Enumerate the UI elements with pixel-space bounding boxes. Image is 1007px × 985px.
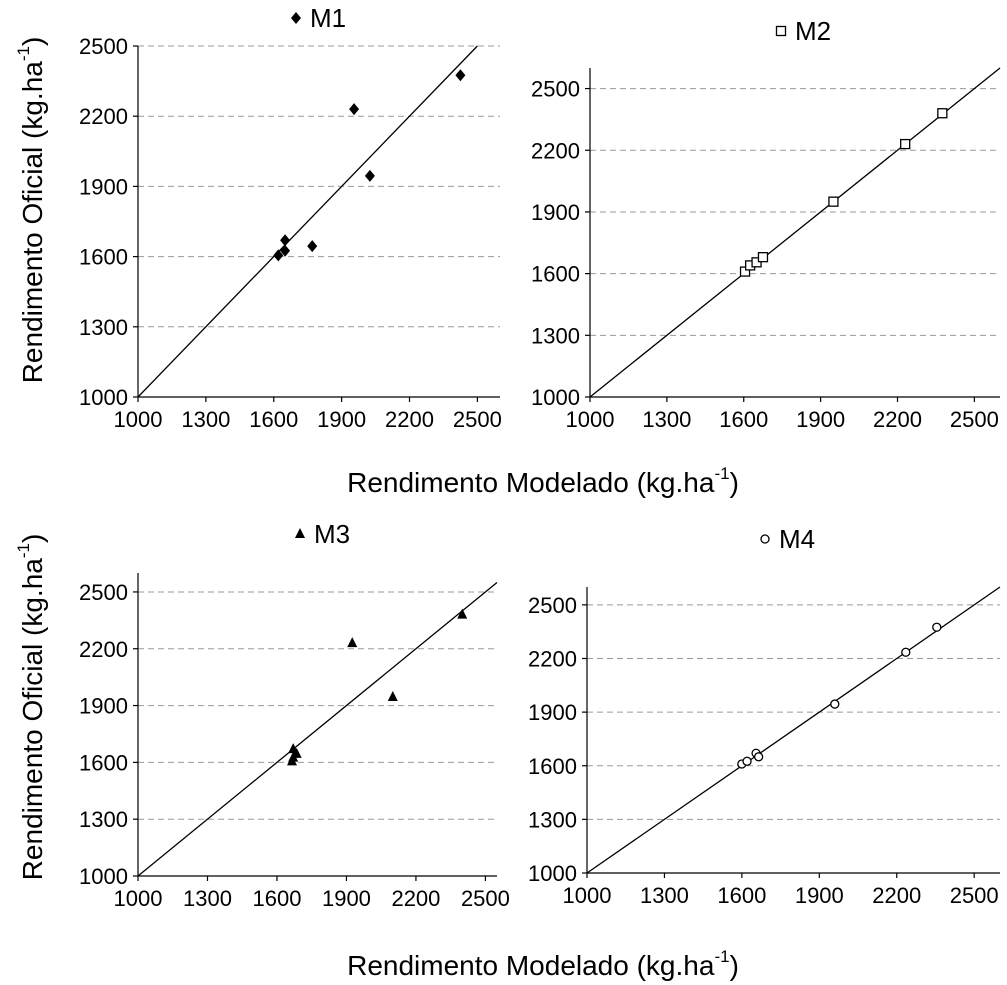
x-tick-label: 1300 <box>640 883 689 908</box>
y-tick-label: 1900 <box>528 700 577 725</box>
y-tick-label: 2200 <box>528 647 577 672</box>
y-tick-label: 2500 <box>531 77 580 102</box>
data-point <box>273 249 284 262</box>
data-point <box>347 637 358 648</box>
x-tick-label: 1600 <box>249 407 298 432</box>
x-tick-label: 2200 <box>873 407 922 432</box>
x-tick-label: 1000 <box>566 407 615 432</box>
legend-marker <box>295 528 305 538</box>
data-point <box>742 756 752 766</box>
data-point <box>280 234 291 247</box>
data-point <box>291 747 302 758</box>
x-axis-title-bottom: Rendimento Modelado (kg.ha-1) <box>347 947 739 981</box>
data-point <box>937 108 948 119</box>
y-tick-label: 1900 <box>79 694 128 719</box>
legend-label: M2 <box>795 16 831 46</box>
legend: M2 <box>775 16 831 46</box>
y-tick-label: 1000 <box>79 864 128 889</box>
x-tick-label: 1900 <box>317 407 366 432</box>
data-point <box>900 138 911 150</box>
data-point <box>757 252 769 263</box>
y-tick-label: 2500 <box>79 580 128 605</box>
legend-label: M3 <box>314 519 350 549</box>
panel-m3: 1000 1300 1600 1900 2200 2500 1000 1300 1600 1900… <box>79 519 510 911</box>
legend-marker <box>291 12 301 24</box>
data-point <box>349 103 360 116</box>
y-tick-label: 1600 <box>531 262 580 287</box>
y-axis-title-bottom: Rendimento Oficial (kg.ha-1) <box>14 534 48 881</box>
data-point <box>307 240 318 253</box>
data-point <box>280 244 291 257</box>
x-tick-label: 1300 <box>181 407 230 432</box>
x-tick-label: 2200 <box>872 883 921 908</box>
legend-marker <box>775 25 787 37</box>
y-tick-label: 1600 <box>79 750 128 775</box>
legend-label: M1 <box>310 3 346 33</box>
data-point <box>364 169 375 182</box>
x-tick-label: 1900 <box>796 407 845 432</box>
y-tick-label: 1600 <box>79 245 128 270</box>
y-tick-label: 1300 <box>79 315 128 340</box>
y-axis-title-top: Rendimento Oficial (kg.ha-1) <box>14 37 48 384</box>
x-tick-label: 1600 <box>717 883 766 908</box>
x-tick-label: 1600 <box>252 886 301 911</box>
x-tick-label: 1900 <box>795 883 844 908</box>
y-tick-label: 1000 <box>79 385 128 410</box>
reference-line-1-1 <box>137 581 498 877</box>
y-tick-label: 2200 <box>79 104 128 129</box>
legend: M1 <box>291 3 346 33</box>
y-tick-label: 1300 <box>528 807 577 832</box>
panel-m4: 1000 1300 1600 1900 2200 2500 1000 1300 1600 1900… <box>528 524 1001 908</box>
y-tick-label: 1900 <box>79 174 128 199</box>
legend-marker <box>760 534 770 544</box>
x-tick-label: 2500 <box>461 886 510 911</box>
x-tick-label: 1900 <box>322 886 371 911</box>
panel-m1: 1000 1300 1600 1900 2200 2500 1000 1300 1600 1900… <box>79 3 502 432</box>
y-tick-label: 1000 <box>531 385 580 410</box>
legend: M3 <box>295 519 350 549</box>
x-tick-label: 1000 <box>114 886 163 911</box>
data-point <box>455 69 466 82</box>
y-tick-label: 2200 <box>79 637 128 662</box>
reference-line-1-1 <box>137 45 478 398</box>
reference-line-1-1 <box>586 586 1001 874</box>
y-tick-label: 2200 <box>531 138 580 163</box>
y-tick-label: 1300 <box>79 807 128 832</box>
x-tick-label: 2500 <box>950 407 999 432</box>
y-tick-label: 2500 <box>79 34 128 59</box>
x-tick-label: 2500 <box>950 883 999 908</box>
legend: M4 <box>760 524 815 554</box>
y-tick-label: 1900 <box>531 200 580 225</box>
data-point <box>828 196 839 207</box>
x-tick-label: 2500 <box>453 407 502 432</box>
x-tick-label: 1000 <box>563 883 612 908</box>
data-point <box>457 608 468 619</box>
x-axis-title-top: Rendimento Modelado (kg.ha-1) <box>347 464 739 498</box>
x-tick-label: 1000 <box>114 407 163 432</box>
data-point <box>901 647 911 657</box>
panel-m2: 1000 1300 1600 1900 2200 2500 1000 1300 1600 1900… <box>531 16 1001 432</box>
data-point <box>387 691 398 702</box>
y-tick-label: 1000 <box>528 861 577 886</box>
data-point <box>932 622 942 632</box>
legend-label: M4 <box>779 524 815 554</box>
x-tick-label: 1300 <box>183 886 232 911</box>
panels: 1000 1300 1600 1900 2200 2500 1000 1300 1600 1900… <box>79 3 1001 911</box>
y-tick-label: 2500 <box>528 593 577 618</box>
x-tick-label: 1600 <box>719 407 768 432</box>
data-point <box>830 699 840 709</box>
x-tick-label: 1300 <box>642 407 691 432</box>
x-tick-label: 2200 <box>385 407 434 432</box>
y-tick-label: 1600 <box>528 754 577 779</box>
y-tick-label: 1300 <box>531 323 580 348</box>
x-tick-label: 2200 <box>391 886 440 911</box>
reference-line-1-1 <box>589 67 1001 398</box>
data-point <box>754 752 764 762</box>
